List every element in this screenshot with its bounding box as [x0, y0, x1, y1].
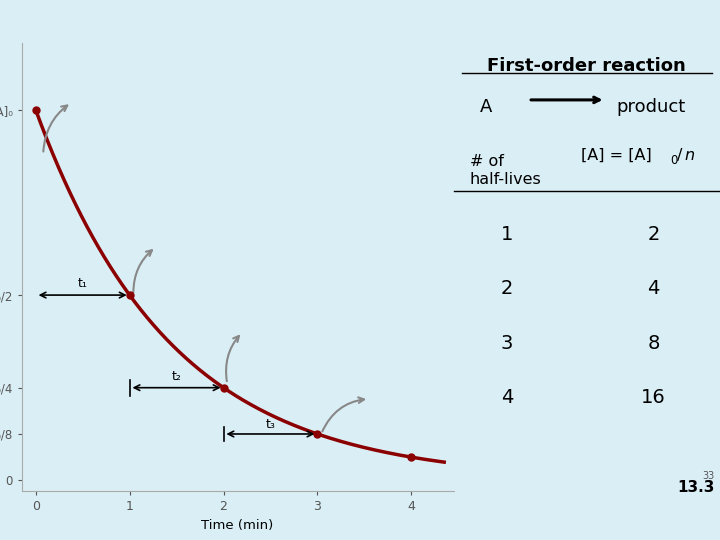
Text: /: /: [678, 147, 683, 163]
Text: 16: 16: [641, 388, 666, 407]
Text: # of
half-lives: # of half-lives: [469, 154, 541, 187]
Text: product: product: [616, 98, 685, 116]
Text: t₃: t₃: [266, 418, 276, 431]
Text: t₂: t₂: [171, 370, 181, 383]
Text: t₁: t₁: [78, 276, 88, 289]
Text: 0: 0: [671, 154, 678, 167]
Text: A: A: [480, 98, 492, 116]
Text: 13.3: 13.3: [678, 480, 715, 495]
Text: 3: 3: [500, 334, 513, 353]
Text: 2: 2: [647, 225, 660, 244]
Text: 2: 2: [500, 279, 513, 298]
Text: [A] = [A]: [A] = [A]: [582, 147, 652, 163]
Text: n: n: [684, 147, 694, 163]
Text: 4: 4: [500, 388, 513, 407]
X-axis label: Time (min): Time (min): [202, 519, 274, 532]
Text: 1: 1: [500, 225, 513, 244]
Text: 8: 8: [647, 334, 660, 353]
Text: 33: 33: [703, 471, 715, 481]
Text: 4: 4: [647, 279, 660, 298]
Text: First-order reaction: First-order reaction: [487, 57, 686, 75]
